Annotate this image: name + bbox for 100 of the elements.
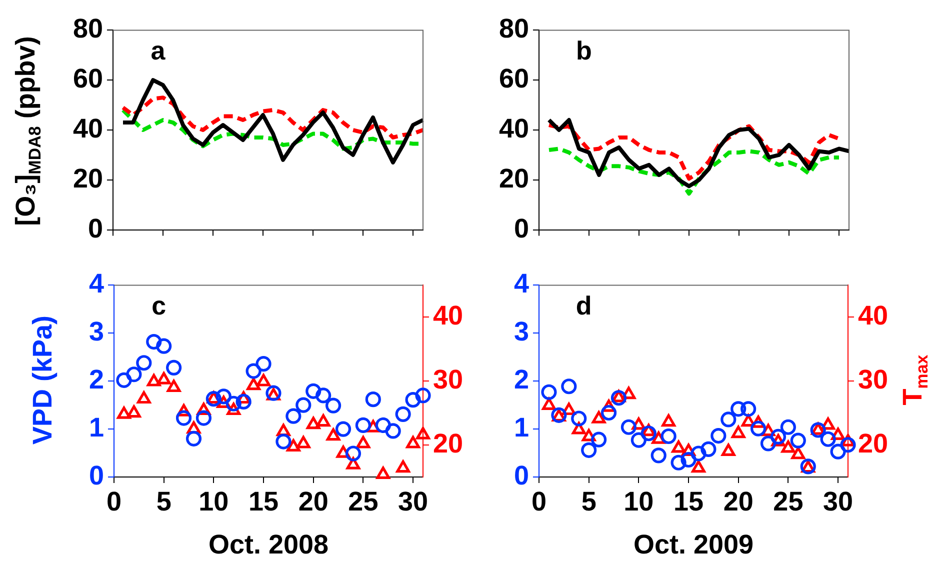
- point: [750, 420, 766, 436]
- x-tick-label: 25: [348, 486, 378, 517]
- point: [561, 378, 577, 394]
- point: [710, 428, 726, 444]
- y-tick-label: 1: [88, 412, 104, 443]
- y-tick-label: 4: [514, 268, 529, 299]
- y-tick-label: 4: [88, 268, 104, 299]
- y-tick-label: 3: [514, 316, 529, 347]
- point: [592, 411, 606, 424]
- point: [730, 401, 746, 417]
- x-tick-label: 30: [823, 486, 854, 517]
- point: [780, 419, 796, 435]
- point: [365, 392, 381, 408]
- point: [405, 392, 421, 408]
- x-tick-label: 15: [248, 486, 279, 517]
- x-tick-label: 20: [723, 486, 754, 517]
- point: [720, 412, 736, 428]
- y-tick-label: 3: [88, 316, 104, 347]
- point: [296, 436, 310, 448]
- y2-tick-label: 20: [858, 428, 888, 458]
- point: [236, 394, 252, 410]
- point: [146, 374, 161, 386]
- y-tick-label: 20: [72, 163, 103, 194]
- x-tick-label: 25: [773, 486, 804, 517]
- point: [541, 384, 557, 400]
- point: [810, 422, 826, 438]
- point: [416, 427, 430, 440]
- point: [830, 444, 846, 460]
- point: [731, 426, 746, 438]
- point: [117, 406, 131, 419]
- y-tick-label: 2: [88, 364, 104, 395]
- point: [620, 419, 637, 435]
- point: [692, 460, 706, 473]
- point: [246, 378, 260, 390]
- point: [286, 408, 302, 424]
- y-tick-label: 0: [514, 460, 529, 490]
- x-axis-title: Oct. 2009: [633, 529, 754, 560]
- y2-tick-label: 30: [433, 364, 464, 395]
- point: [630, 432, 646, 448]
- x-tick-label: 5: [581, 486, 596, 517]
- point: [325, 398, 342, 414]
- y-tick-label: 0: [88, 460, 104, 490]
- point: [166, 360, 182, 376]
- line-series: [121, 96, 425, 140]
- point: [196, 410, 212, 426]
- y2-tick-label: 30: [858, 364, 888, 395]
- x-tick-label: 10: [624, 486, 654, 517]
- point: [542, 398, 556, 410]
- y-tick-label: 80: [498, 14, 529, 44]
- point: [356, 436, 370, 448]
- y-tick-label: 1: [514, 412, 529, 443]
- x-tick-label: 30: [398, 486, 428, 517]
- point: [600, 404, 617, 421]
- point: [136, 355, 152, 371]
- point: [650, 448, 666, 464]
- point: [376, 466, 390, 479]
- point: [256, 374, 270, 386]
- point: [770, 428, 786, 445]
- y-tick-label: 60: [498, 64, 529, 94]
- point: [166, 380, 181, 392]
- y-tick-label: 60: [72, 64, 103, 94]
- point: [127, 405, 141, 418]
- point: [335, 421, 352, 437]
- annotation: a: [150, 35, 166, 66]
- annotation: b: [576, 35, 592, 66]
- point: [700, 441, 716, 457]
- y-tick-label: 40: [72, 113, 103, 144]
- point: [680, 452, 696, 468]
- y2-tick-label: 20: [433, 428, 464, 458]
- x-axis-title: Oct. 2008: [208, 529, 329, 560]
- point: [116, 372, 132, 388]
- point: [216, 388, 232, 404]
- point: [610, 390, 627, 406]
- point: [306, 383, 322, 399]
- point: [571, 410, 587, 426]
- line-series: [547, 146, 841, 196]
- x-tick-label: 5: [156, 486, 172, 517]
- point: [286, 439, 300, 452]
- annotation: d: [576, 290, 592, 320]
- y-tick-label: 0: [514, 213, 529, 244]
- point: [316, 414, 330, 427]
- point: [406, 436, 420, 448]
- point: [672, 440, 686, 453]
- y2-tick-label: 40: [433, 300, 464, 331]
- x-tick-label: 20: [298, 486, 328, 517]
- point: [186, 430, 202, 446]
- point: [840, 437, 856, 453]
- y2-tick-label: 40: [858, 300, 888, 331]
- point: [296, 397, 312, 413]
- point: [660, 428, 676, 444]
- point: [662, 414, 676, 427]
- point: [690, 446, 706, 462]
- point: [396, 460, 410, 473]
- point: [176, 410, 192, 426]
- point: [375, 417, 391, 434]
- annotation: c: [152, 290, 166, 320]
- point: [226, 396, 242, 412]
- point: [415, 388, 431, 404]
- y-tick-label: 20: [498, 163, 529, 194]
- point: [146, 334, 162, 350]
